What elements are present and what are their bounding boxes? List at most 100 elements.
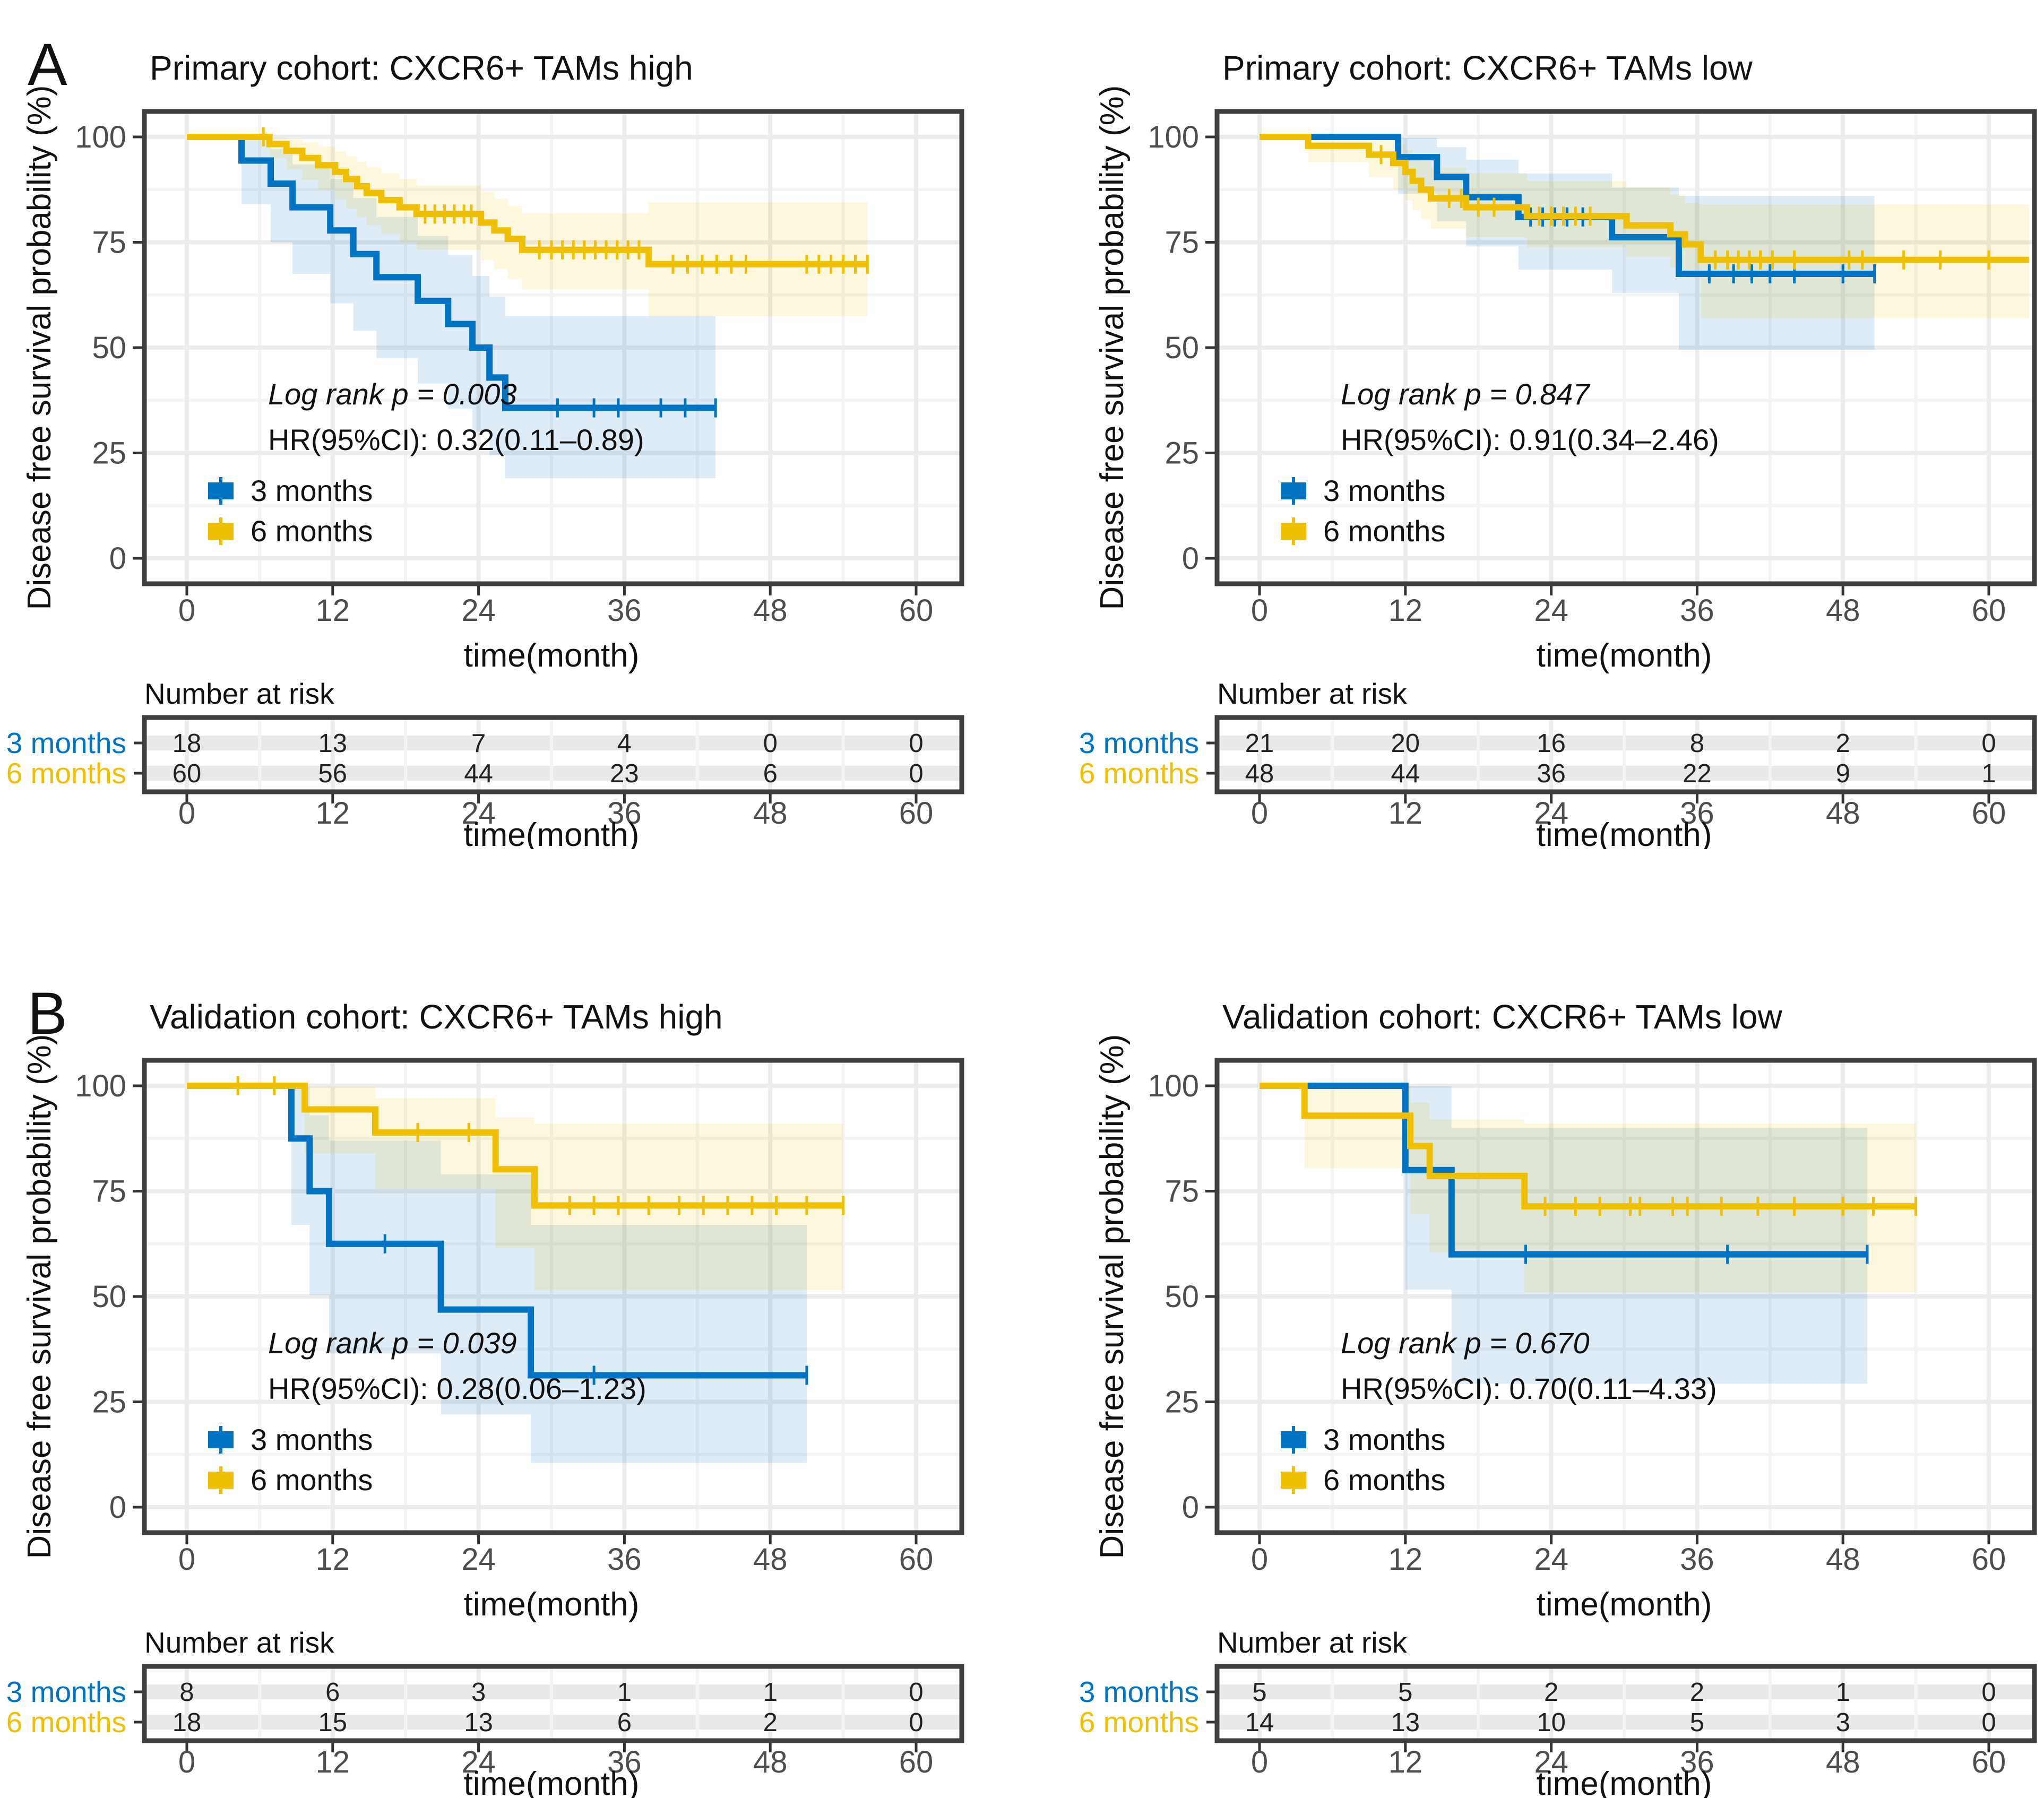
risk-count: 13 — [1391, 1708, 1420, 1737]
legend-key-icon — [208, 1431, 234, 1448]
risk-count: 2 — [1836, 729, 1850, 758]
y-tick-label: 0 — [1182, 1490, 1199, 1525]
panel-validation-high: B Validation cohort: CXCR6+ TAMs high 0 25 5… — [0, 949, 1022, 1798]
risk-row-label: 6 months — [1079, 1706, 1199, 1739]
risk-count: 10 — [1537, 1708, 1566, 1737]
ci-band-6-months — [305, 1086, 843, 1291]
x-tick-label: 12 — [1388, 593, 1423, 628]
ci-band-3-months — [291, 1087, 807, 1463]
risk-row-label: 3 months — [1079, 1675, 1199, 1708]
risk-count: 13 — [464, 1708, 493, 1737]
hr-annotation: HR(95%CI): 0.28(0.06–1.23) — [268, 1372, 646, 1405]
risk-x-tick-label: 12 — [1388, 1745, 1423, 1779]
y-tick-label: 75 — [1165, 1174, 1199, 1209]
risk-x-tick-label: 36 — [607, 1745, 642, 1779]
y-tick-label: 50 — [92, 1280, 126, 1314]
x-tick-label: 60 — [1972, 593, 2006, 628]
panel-primary-low: Primary cohort: CXCR6+ TAMs low 0 25 50 75 10… — [1022, 0, 2044, 849]
risk-table-border — [142, 715, 964, 794]
plot-title: Validation cohort: CXCR6+ TAMs low — [1222, 998, 1782, 1036]
plot-border — [1214, 1058, 2037, 1535]
risk-count: 48 — [1245, 759, 1274, 788]
risk-count: 20 — [1391, 729, 1420, 758]
log-rank-annotation: Log rank p = 0.003 — [268, 377, 517, 411]
risk-count: 44 — [1391, 759, 1420, 788]
risk-x-axis-title: time(month) — [464, 1766, 640, 1798]
x-axis-title: time(month) — [464, 1586, 640, 1623]
risk-count: 60 — [173, 759, 202, 788]
plot-layer — [187, 127, 869, 479]
risk-x-tick-label: 36 — [607, 796, 642, 831]
gridlines — [1217, 1060, 2034, 1533]
y-tick-label: 50 — [1165, 1280, 1199, 1314]
risk-count: 0 — [1981, 1678, 1996, 1707]
risk-x-tick-label: 24 — [461, 796, 496, 831]
legend-label: 6 months — [1323, 1463, 1445, 1497]
panel-svg-primary-low: Primary cohort: CXCR6+ TAMs low025507510… — [1079, 49, 2037, 849]
plot-layer — [1260, 1083, 1918, 1384]
legend-item-3-months: 3 months — [1281, 1423, 1445, 1456]
y-tick-label: 0 — [1182, 541, 1199, 576]
risk-count: 2 — [1544, 1678, 1558, 1707]
hr-annotation: HR(95%CI): 0.32(0.11–0.89) — [268, 423, 644, 456]
panel-validation-low: Validation cohort: CXCR6+ TAMs low 0 25 50 7… — [1022, 949, 2044, 1798]
legend-key-icon — [208, 523, 234, 540]
risk-table-header: Number at risk — [144, 677, 334, 710]
risk-count: 3 — [1836, 1708, 1850, 1737]
risk-count: 0 — [909, 1708, 923, 1737]
hr-annotation: HR(95%CI): 0.70(0.11–4.33) — [1341, 1372, 1717, 1405]
plot-border — [142, 109, 964, 586]
x-tick-label: 0 — [178, 1542, 195, 1577]
risk-count: 7 — [471, 729, 486, 758]
risk-count: 0 — [909, 729, 923, 758]
risk-row-label: 6 months — [1079, 757, 1199, 790]
risk-x-tick-label: 60 — [899, 796, 934, 831]
risk-row-label: 6 months — [6, 757, 126, 790]
risk-count: 5 — [1690, 1708, 1704, 1737]
ci-band-6-months — [1304, 1086, 1916, 1293]
risk-count: 21 — [1245, 729, 1274, 758]
ci-band-3-months — [1405, 1086, 1867, 1384]
x-tick-label: 0 — [1251, 593, 1268, 628]
legend-key-icon — [1281, 482, 1306, 499]
risk-x-tick-label: 48 — [753, 1745, 788, 1779]
y-tick-label: 50 — [1165, 331, 1199, 365]
risk-count: 0 — [909, 759, 923, 788]
legend-item-3-months: 3 months — [1281, 474, 1445, 507]
risk-row-label: 3 months — [1079, 727, 1199, 759]
risk-row-label: 6 months — [6, 1706, 126, 1739]
censor-ticks-3-months — [556, 398, 717, 418]
legend-label: 3 months — [251, 1423, 373, 1456]
risk-x-axis-title: time(month) — [1537, 817, 1712, 849]
risk-count: 15 — [318, 1708, 348, 1737]
risk-count: 6 — [325, 1678, 340, 1707]
legend-item-6-months: 6 months — [1281, 1463, 1445, 1497]
risk-count: 18 — [173, 1708, 202, 1737]
legend-key-icon — [208, 482, 234, 499]
legend-item-3-months: 3 months — [208, 474, 373, 507]
risk-count: 1 — [1981, 759, 1996, 788]
risk-count: 13 — [318, 729, 348, 758]
x-tick-label: 12 — [316, 593, 350, 628]
censor-ticks-6-months — [1379, 145, 1990, 270]
legend-item-6-months: 6 months — [208, 1463, 373, 1497]
x-tick-label: 60 — [899, 1542, 934, 1577]
x-tick-label: 48 — [753, 1542, 788, 1577]
km-curve-6-months — [187, 1083, 843, 1209]
risk-gridlines — [1217, 718, 2034, 792]
x-tick-label: 48 — [1826, 1542, 1860, 1577]
x-tick-label: 12 — [316, 1542, 350, 1577]
plot-layer — [187, 1076, 845, 1463]
x-tick-label: 36 — [1680, 593, 1714, 628]
risk-count: 2 — [1690, 1678, 1704, 1707]
censor-ticks-6-months — [1543, 1197, 1918, 1216]
risk-row-label: 3 months — [6, 727, 126, 759]
risk-count: 9 — [1836, 759, 1850, 788]
y-tick-label: 75 — [92, 226, 126, 260]
risk-count: 1 — [1836, 1678, 1850, 1707]
x-tick-label: 24 — [461, 593, 496, 628]
plot-border — [1214, 109, 2037, 586]
x-axis-title: time(month) — [1537, 637, 1712, 674]
risk-count: 1 — [617, 1678, 632, 1707]
y-tick-label: 100 — [1148, 1069, 1199, 1103]
